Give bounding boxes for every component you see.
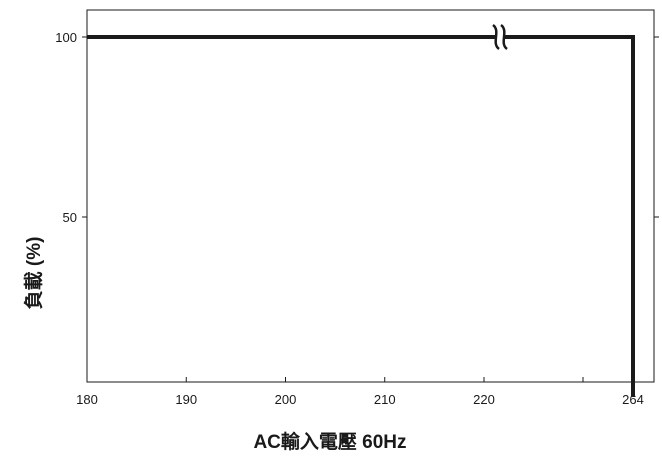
y-tick-label: 100 bbox=[55, 30, 77, 45]
axis-break-gap bbox=[496, 25, 505, 49]
axis-break-layer bbox=[492, 24, 508, 50]
y-tick-label: 50 bbox=[63, 210, 77, 225]
y-axis-title: 負載 (%) bbox=[22, 237, 45, 310]
plot-frame bbox=[86, 9, 655, 383]
x-tick-label: 180 bbox=[76, 392, 98, 407]
series-line bbox=[87, 35, 635, 397]
x-axis-title: AC輸入電壓 60Hz bbox=[253, 430, 406, 453]
axis-break-mark bbox=[500, 24, 508, 50]
axis-break-mark bbox=[492, 24, 500, 50]
x-tick-label: 200 bbox=[275, 392, 297, 407]
y-axis-ticks: 50 100 bbox=[55, 30, 659, 225]
series-layer bbox=[87, 35, 635, 397]
x-tick-label: 190 bbox=[175, 392, 197, 407]
x-tick-label: 220 bbox=[473, 392, 495, 407]
x-tick-label: 264 bbox=[622, 392, 644, 407]
x-tick-label: 210 bbox=[374, 392, 396, 407]
x-axis-ticks: 180 190 200 210 220 264 bbox=[76, 377, 644, 407]
